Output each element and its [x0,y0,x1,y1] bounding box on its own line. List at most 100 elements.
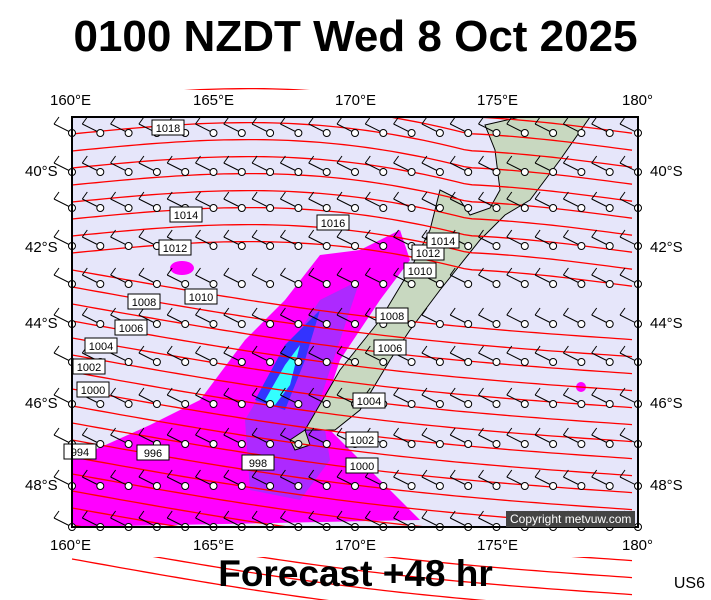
station-dot [520,168,529,176]
station-dot [266,400,275,408]
station-dot [520,358,529,366]
lon-label: 180° [622,92,654,109]
station-dot [407,358,416,366]
wind-barb-feather [81,191,88,200]
wind-barb-feather [110,116,117,125]
station-dot [237,168,246,176]
lat-label: 44°S [25,315,58,332]
wind-barb-feather [506,267,513,276]
wind-barb-feather [336,229,343,238]
wind-barb-feather [81,427,88,436]
station-dot [124,242,133,250]
wind-barb-feather [81,116,88,125]
wind-barb-feather [308,191,315,200]
station-dot [549,242,558,250]
station-dot [379,482,388,490]
isobar-label-box [373,339,407,356]
wind-barb-feather [166,191,173,200]
wind-barb-feather [223,307,230,316]
isobar [71,206,633,253]
station-dot [577,129,586,137]
map-title: 0100 NZDT Wed 8 Oct 2025 [73,12,638,61]
wind-barb-feather [53,155,60,164]
wind-barb-feather [138,267,145,276]
station-dot [237,242,246,250]
wind-barb-feather [591,469,598,478]
wind-barb-feather [562,345,569,354]
station-dot [96,400,105,408]
isobar [71,320,633,392]
wind-barb-feather [81,510,88,519]
wind-barb-feather [591,387,598,396]
wind-barb-feather [195,427,201,436]
station-dot [435,204,444,212]
station-dot [379,280,388,288]
wind-barb-feather [364,345,371,354]
isobar-label-box [403,262,437,279]
station-dot [266,204,275,212]
wind-barb-feather [308,155,315,164]
wind-barb-feather [421,307,428,316]
station-dot [435,320,444,328]
wind-barb-feather [506,345,513,354]
wind-barb-feather [223,267,230,276]
wind-barb-feather [336,307,343,316]
station-dot [266,280,275,288]
wind-barb-feather [562,191,569,200]
station-dot [407,129,416,137]
isobar-label-box [84,337,118,354]
station-dot [294,358,303,366]
station-dot [351,358,359,366]
isobar-label: 998 [249,458,267,470]
station-dot [294,242,303,250]
wind-barb-feather [53,345,60,354]
wind-barb-feather [421,427,428,436]
wind-barb-feather [166,387,173,396]
station-dot [152,168,161,176]
station-dot [181,320,190,328]
station-dot [322,482,331,490]
wind-barb-feather [562,387,569,396]
station-dot [181,168,190,176]
wind-barb-feather [279,387,286,396]
wind-barb-feather [251,469,258,478]
station-dot [464,168,473,176]
wind-barb-feather [534,387,541,396]
wind-barb-feather [619,387,626,396]
isobar-label-box [345,457,379,474]
station-dot [605,280,614,288]
wind-barb-feather [562,229,569,238]
wind-barb-feather [138,116,145,125]
wind-barb-feather [393,469,400,478]
wind-barb-feather [81,307,88,316]
station-dot [464,320,473,328]
station-dot [237,129,246,137]
station-dot [322,280,331,288]
station-dot [294,168,303,176]
station-dot [464,400,473,408]
station-dot [294,440,303,448]
wind-barb-feather [308,267,315,276]
isobar-label: 1012 [163,243,187,255]
station-dot [266,320,275,328]
isobar [71,371,633,443]
station-dot [152,482,161,490]
wind-barb-feather [393,116,400,125]
wind-barb-feather [53,191,60,200]
wind-barb-feather [166,267,173,276]
wind-barb-feather [619,307,626,316]
station-dot [407,400,416,408]
wind-barb-feather [110,267,117,276]
wind-barb-feather [279,229,286,238]
station-dot [407,204,416,212]
station-dot [492,280,501,288]
lon-label: 170°E [335,537,377,554]
wind-barb-feather [478,387,484,396]
isobar-label: 1000 [81,385,105,397]
lon-label: 165°E [193,92,235,109]
wind-barb-feather [166,345,173,354]
station-dot [209,358,218,366]
station-dot [407,482,416,490]
wind-barb-feather [110,387,117,396]
wind-barb-feather [336,155,343,164]
